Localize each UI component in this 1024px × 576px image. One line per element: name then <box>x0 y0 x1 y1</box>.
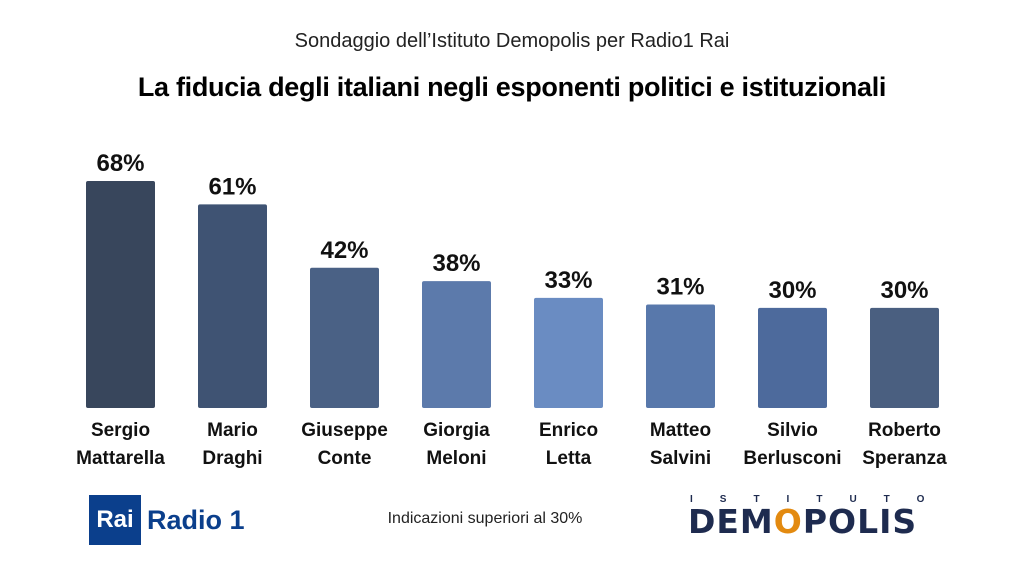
category-label-1-1: Draghi <box>202 448 262 469</box>
demopolis-logo: ISTITUTO DEMOPOLIS <box>688 494 940 541</box>
category-label-1-0: Mario <box>207 420 258 441</box>
demopolis-logo-main: DEMOPOLIS <box>688 502 917 541</box>
bar-2 <box>310 267 379 408</box>
category-label-6-1: Berlusconi <box>743 448 841 469</box>
rai-logo-box: Rai <box>89 495 141 545</box>
category-label-0-0: Sergio <box>91 420 150 441</box>
bar-5 <box>646 304 715 408</box>
radio1-logo-text: Radio 1 <box>147 504 245 535</box>
footnote: Indicazioni superiori al 30% <box>387 510 583 527</box>
category-label-4-0: Enrico <box>539 420 598 441</box>
category-label-2-0: Giuseppe <box>301 420 388 441</box>
category-label-5-1: Salvini <box>650 448 711 469</box>
bar-3 <box>422 281 491 408</box>
bar-4 <box>534 297 603 408</box>
chart-subtitle: Sondaggio dell’Istituto Demopolis per Ra… <box>294 30 730 52</box>
bar-6 <box>758 307 827 408</box>
value-label-2: 42% <box>320 237 368 264</box>
category-label-7-0: Roberto <box>868 420 941 441</box>
category-label-6-0: Silvio <box>767 420 818 441</box>
category-label-4-1: Letta <box>546 448 592 469</box>
value-label-6: 30% <box>768 277 816 304</box>
demopolis-logo-part1: DEM <box>688 502 774 541</box>
demopolis-logo-top: ISTITUTO <box>690 494 952 505</box>
rai-radio1-logo: Rai Radio 1 <box>89 495 245 545</box>
value-label-1: 61% <box>208 173 256 200</box>
demopolis-logo-part2: POLIS <box>802 502 918 541</box>
category-label-7-1: Speranza <box>862 448 947 469</box>
value-label-0: 68% <box>96 150 144 177</box>
value-label-7: 30% <box>880 277 928 304</box>
bar-chart: 68% Sergio Mattarella 61% Mario Draghi 42% Gius… <box>76 150 947 469</box>
value-label-5: 31% <box>656 274 704 301</box>
value-label-3: 38% <box>432 250 480 277</box>
demopolis-logo-o: O <box>773 502 803 541</box>
category-label-2-1: Conte <box>318 448 372 469</box>
value-label-4: 33% <box>544 267 592 294</box>
category-label-3-0: Giorgia <box>423 420 490 441</box>
bar-1 <box>198 204 267 408</box>
chart-title: La fiducia degli italiani negli esponent… <box>137 72 887 102</box>
bar-7 <box>870 307 939 408</box>
category-label-3-1: Meloni <box>426 448 486 469</box>
category-label-0-1: Mattarella <box>76 448 165 469</box>
bar-0 <box>86 181 155 408</box>
category-label-5-0: Matteo <box>650 420 711 441</box>
